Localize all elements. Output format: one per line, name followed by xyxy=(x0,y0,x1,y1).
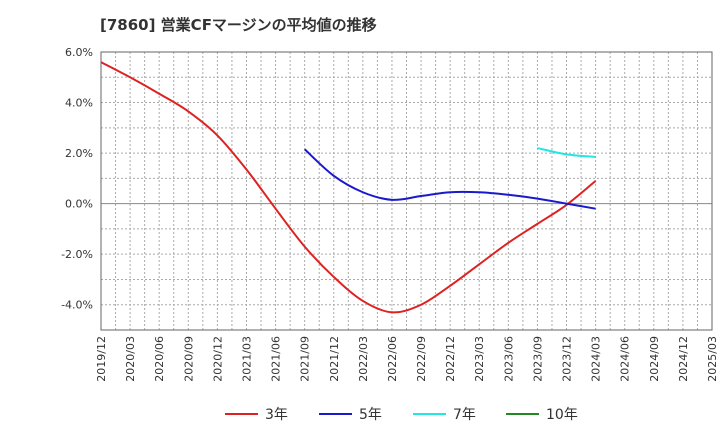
series-line-1 xyxy=(100,61,597,314)
x-tick-label: 2020/09 xyxy=(182,336,195,382)
legend: 3年 5年 7年 10年 xyxy=(225,407,578,423)
y-tick-label: -4.0% xyxy=(61,299,93,312)
x-tick-label: 2021/03 xyxy=(240,336,253,382)
x-tick-label: 2022/12 xyxy=(444,336,457,382)
x-tick-label: 2023/03 xyxy=(473,336,486,382)
grid xyxy=(101,52,712,330)
x-tick-label: 2020/03 xyxy=(124,336,137,382)
plot-frame xyxy=(100,51,713,331)
series-line-3 xyxy=(537,147,596,158)
y-tick-label: 2.0% xyxy=(65,147,93,160)
y-tick-label: 6.0% xyxy=(65,46,93,59)
x-tick-label: 2022/06 xyxy=(386,336,399,382)
legend-label: 7年 xyxy=(453,407,476,423)
legend-label: 10年 xyxy=(546,407,578,423)
x-tick-label: 2020/06 xyxy=(153,336,166,382)
x-tick-label: 2020/12 xyxy=(211,336,224,382)
x-tick-label: 2024/06 xyxy=(619,336,632,382)
plot-border xyxy=(100,51,713,331)
y-tick-label: 0.0% xyxy=(65,198,93,211)
series-line-2 xyxy=(303,148,596,210)
legend-label: 5年 xyxy=(359,407,382,423)
y-axis-ticks: 6.0% 4.0% 2.0% 0.0% -2.0% -4.0% xyxy=(61,46,93,312)
x-tick-label: 2021/12 xyxy=(328,336,341,382)
x-tick-label: 2025/03 xyxy=(706,336,719,382)
x-tick-label: 2021/09 xyxy=(299,336,312,382)
legend-label: 3年 xyxy=(265,407,288,423)
x-tick-label: 2023/12 xyxy=(561,336,574,382)
x-tick-label: 2023/06 xyxy=(502,336,515,382)
x-tick-label: 2022/09 xyxy=(415,336,428,382)
y-tick-label: -2.0% xyxy=(61,248,93,261)
chart-title: [7860] 営業CFマージンの平均値の推移 xyxy=(100,16,377,34)
x-tick-label: 2024/12 xyxy=(677,336,690,382)
x-tick-label: 2024/03 xyxy=(590,336,603,382)
x-axis-ticks: 2019/12 2020/03 2020/06 2020/09 2020/12 2021/… xyxy=(95,336,719,382)
x-tick-label: 2022/03 xyxy=(357,336,370,382)
y-tick-label: 4.0% xyxy=(65,97,93,110)
series-lines xyxy=(100,61,597,314)
x-tick-label: 2024/09 xyxy=(648,336,661,382)
x-tick-label: 2019/12 xyxy=(95,336,108,382)
x-tick-label: 2021/06 xyxy=(270,336,283,382)
x-tick-label: 2023/09 xyxy=(531,336,544,382)
